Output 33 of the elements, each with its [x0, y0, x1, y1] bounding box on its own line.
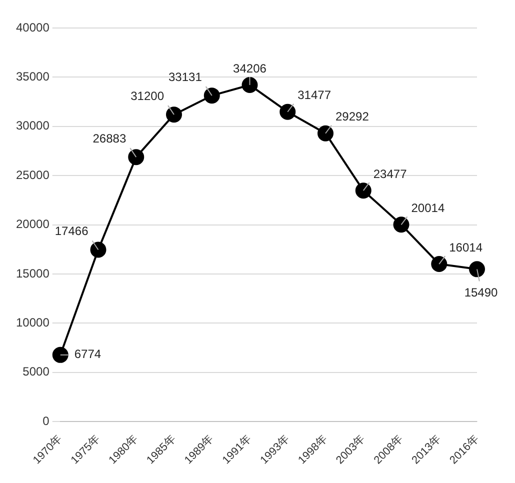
y-tick-label: 25000: [16, 168, 50, 182]
point: [242, 77, 258, 94]
y-tick-label: 10000: [16, 316, 50, 330]
data-label: 23477: [373, 166, 408, 181]
y-tick-label: 30000: [16, 118, 50, 133]
point: [128, 149, 144, 166]
y-tick-label: 5000: [22, 364, 50, 379]
point: [318, 125, 334, 142]
data-label: 31200: [130, 88, 164, 103]
point: [355, 182, 372, 199]
y-tick-label: 15000: [16, 266, 50, 280]
data-label: 6774: [74, 347, 102, 362]
data-label: 31477: [298, 88, 332, 102]
data-label: 34206: [233, 61, 267, 76]
data-label: 15490: [464, 285, 498, 300]
data-label: 16014: [449, 240, 483, 254]
point: [280, 104, 296, 120]
point: [431, 256, 448, 272]
point: [166, 106, 182, 123]
data-label: 17466: [54, 224, 89, 238]
y-tick-label: 40000: [16, 20, 50, 34]
data-label: 33131: [168, 70, 202, 84]
data-label: 20014: [411, 200, 445, 215]
point: [393, 216, 410, 233]
y-tick-label: 20000: [16, 217, 50, 232]
y-tick-label: 0: [42, 414, 50, 428]
data-label: 26883: [92, 131, 126, 146]
y-tick-label: 35000: [16, 70, 50, 84]
data-label: 29292: [336, 110, 370, 124]
point: [204, 88, 220, 104]
point: [52, 346, 68, 363]
point: [90, 242, 106, 258]
point: [469, 261, 485, 278]
